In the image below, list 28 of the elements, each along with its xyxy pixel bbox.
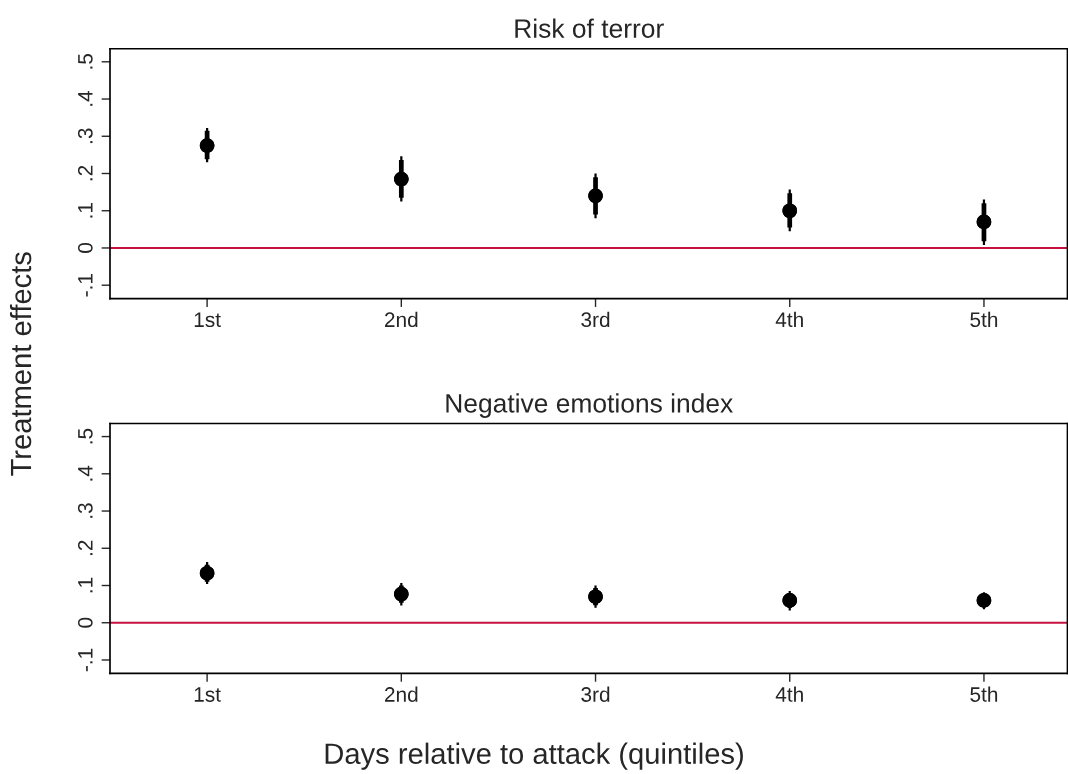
y-tick-label: .4 (78, 465, 93, 481)
y-tick-label: .4 (78, 90, 93, 106)
y-axis-title: Treatment effects (9, 252, 32, 476)
x-tick-label: 4th (775, 311, 803, 328)
y-tick-label: .1 (78, 203, 93, 218)
chart-title: Risk of terror (515, 18, 664, 38)
y-tick-label: 0 (77, 242, 93, 253)
y-tick-label: .3 (77, 128, 93, 144)
y-tick-label: .1 (78, 577, 93, 593)
x-tick-label: 5th (970, 311, 998, 328)
x-tick-label: 2nd (384, 311, 418, 328)
y-tick-label: .5 (78, 53, 93, 69)
y-tick-label: .2 (77, 165, 93, 181)
y-tick-label: .3 (77, 503, 93, 518)
y-tick-label: 0 (77, 617, 93, 628)
x-tick-label: 3rd (581, 311, 610, 328)
x-tick-label: 1st (194, 687, 221, 702)
y-tick-label: -.1 (78, 274, 93, 297)
x-axis-title: Days relative to attack (quintiles) (325, 742, 743, 770)
y-tick-label: .5 (78, 428, 93, 444)
x-tick-label: 1st (194, 312, 221, 328)
x-tick-label: 2nd (384, 686, 418, 702)
chart-title: Negative emotions index (446, 393, 733, 418)
x-tick-label: 5th (970, 686, 998, 702)
x-tick-label: 3rd (581, 686, 610, 702)
y-tick-label: -.1 (78, 648, 93, 672)
y-tick-label: .2 (77, 540, 93, 556)
x-tick-label: 4th (775, 686, 803, 702)
